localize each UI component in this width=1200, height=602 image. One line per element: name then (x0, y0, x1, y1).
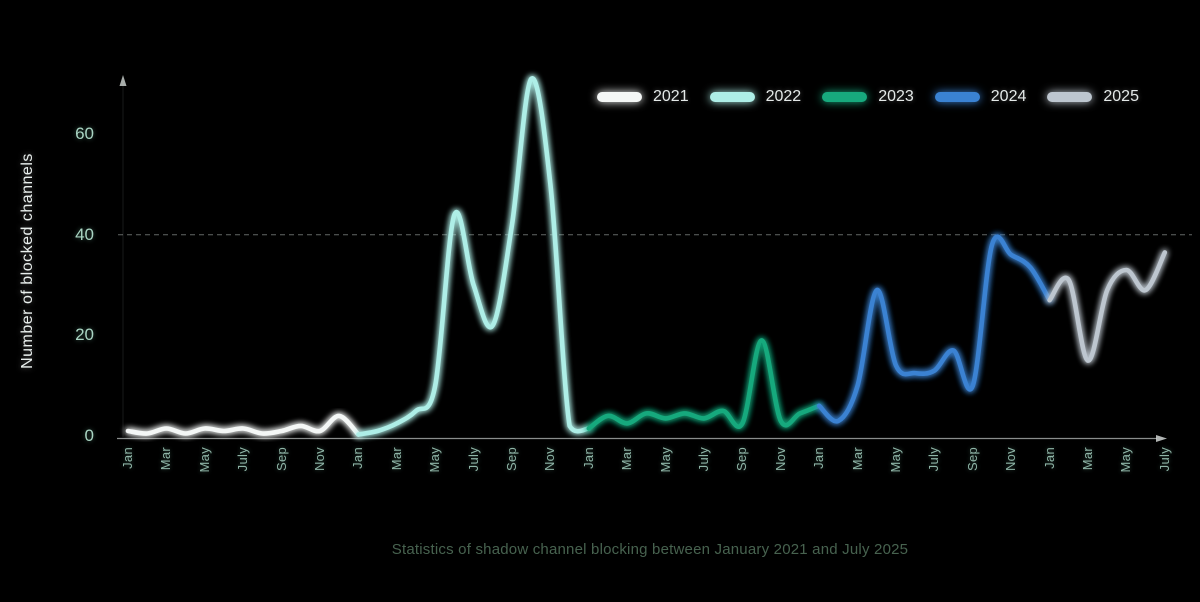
x-tick-label: July (465, 447, 481, 472)
axes (117, 75, 1167, 442)
y-tick-label: 20 (75, 325, 94, 344)
y-axis-title: Number of blocked channels (19, 153, 36, 369)
x-tick-label: Mar (388, 447, 404, 471)
x-tick-label: Jan (811, 447, 827, 469)
legend-label: 2022 (765, 88, 802, 105)
legend-swatch-2025-icon (1047, 92, 1093, 102)
series-line-2023 (586, 338, 822, 431)
x-tick-label: Sep (964, 447, 980, 472)
x-tick-label: May (657, 447, 673, 473)
x-tick-label: Nov (772, 447, 788, 472)
legend-item-2022: 2022 (709, 88, 802, 106)
x-tick-label: July (926, 447, 942, 472)
x-tick-label: Mar (849, 447, 865, 471)
x-tick-label: July (696, 447, 711, 472)
x-tick-label: Jan (580, 447, 596, 469)
legend-item-2025: 2025 (1047, 88, 1139, 106)
series-line-2025 (1047, 250, 1168, 363)
x-tick-label: Sep (504, 447, 519, 472)
legend-label: 2024 (990, 88, 1027, 105)
legend-item-2023: 2023 (822, 88, 914, 106)
legend-item-2024: 2024 (934, 88, 1027, 106)
y-axis-arrow-icon (119, 75, 127, 86)
x-tick-label: Jan (120, 447, 135, 469)
x-tick-label: Nov (1003, 447, 1019, 472)
x-tick-label: Sep (273, 447, 289, 472)
x-axis-arrow-icon (1156, 435, 1167, 442)
legend-label: 2021 (653, 88, 689, 105)
x-tick-label: Sep (734, 447, 750, 472)
x-tick-label: Mar (158, 447, 174, 471)
x-tick-label: Nov (542, 447, 558, 472)
legend-swatch-2024-icon (934, 92, 980, 102)
x-tick-label: May (196, 447, 212, 473)
x-tick-label: July (1156, 447, 1172, 472)
x-tick-label: Mar (1080, 447, 1095, 471)
y-tick-label: 40 (75, 225, 94, 244)
x-tick-label: May (427, 447, 443, 473)
series-lines (125, 76, 1168, 437)
series-line-2022 (356, 76, 592, 437)
y-tick-label: 0 (84, 426, 94, 445)
legend-label: 2023 (878, 88, 914, 105)
chart-caption: Statistics of shadow channel blocking be… (391, 541, 909, 558)
x-tick-label: Jan (1041, 447, 1057, 469)
legend-swatch-2023-icon (822, 92, 868, 102)
legend: 2021 2022 2023 2024 2025 (597, 88, 1139, 106)
legend-swatch-2022-icon (709, 92, 755, 102)
legend-item-2021: 2021 (597, 88, 689, 106)
x-tick-label: May (1118, 447, 1134, 473)
x-tick-label: Jan (350, 447, 366, 469)
legend-label: 2025 (1103, 88, 1139, 105)
series-line-2021 (125, 413, 361, 437)
series-line-2024 (816, 234, 1052, 424)
legend-swatch-2021-icon (597, 92, 642, 102)
x-tick-label: July (235, 447, 251, 472)
x-tick-label: Mar (619, 447, 635, 471)
y-tick-label: 60 (75, 124, 94, 143)
x-tick-label: May (888, 447, 903, 473)
x-tick-label: Nov (312, 447, 327, 472)
